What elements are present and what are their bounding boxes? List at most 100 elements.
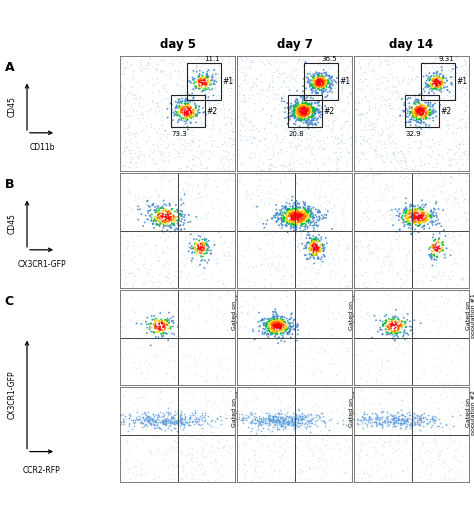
Point xyxy=(283,147,291,155)
Point xyxy=(281,114,289,122)
Point xyxy=(418,106,426,115)
Point xyxy=(435,73,442,82)
Point xyxy=(384,357,392,365)
Point xyxy=(286,357,293,365)
Point xyxy=(427,438,434,446)
Point xyxy=(416,473,424,481)
Point xyxy=(223,212,231,220)
Point xyxy=(257,432,264,441)
Point xyxy=(305,410,313,418)
Point xyxy=(205,154,212,162)
Point xyxy=(418,208,425,217)
Point xyxy=(398,214,406,222)
Point xyxy=(203,71,211,79)
Point xyxy=(389,310,397,318)
Point xyxy=(293,209,301,218)
Point xyxy=(438,53,446,61)
Point xyxy=(346,458,354,466)
Point xyxy=(361,413,368,422)
Point xyxy=(361,208,368,216)
Point xyxy=(307,246,315,254)
Point xyxy=(417,418,425,427)
Point xyxy=(182,98,190,106)
Point xyxy=(364,457,371,465)
Point xyxy=(183,94,191,102)
Point xyxy=(287,224,295,233)
Point xyxy=(181,187,189,196)
Point xyxy=(280,230,288,238)
Point xyxy=(144,59,151,68)
Point xyxy=(450,232,458,240)
Point xyxy=(451,255,459,263)
Point xyxy=(202,180,210,188)
Point xyxy=(282,415,289,424)
Point xyxy=(372,418,380,427)
Point xyxy=(399,411,406,420)
Point xyxy=(121,413,128,421)
Point xyxy=(296,174,303,182)
Point xyxy=(128,234,136,242)
Point xyxy=(292,100,300,108)
Point xyxy=(353,415,361,423)
Point xyxy=(294,414,301,423)
Point xyxy=(398,227,406,235)
Point xyxy=(377,420,384,428)
Point xyxy=(288,220,296,228)
Point xyxy=(370,72,377,80)
Point xyxy=(259,220,267,228)
Point xyxy=(265,81,273,89)
Point xyxy=(318,433,326,442)
Point xyxy=(420,62,428,71)
Point xyxy=(155,464,163,473)
Point xyxy=(419,109,426,118)
Point xyxy=(185,416,193,425)
Point xyxy=(182,151,190,159)
Point xyxy=(147,419,155,427)
Point xyxy=(302,417,310,426)
Point xyxy=(434,455,442,463)
Point xyxy=(291,175,298,183)
Point xyxy=(237,416,245,424)
Point xyxy=(293,423,301,431)
Point xyxy=(336,53,343,61)
Point xyxy=(201,415,209,423)
Point xyxy=(156,130,164,138)
Point xyxy=(283,412,291,420)
Point xyxy=(109,414,116,423)
Point xyxy=(178,212,186,220)
Point xyxy=(306,245,314,253)
Point xyxy=(272,328,280,336)
Point xyxy=(465,250,473,258)
Point xyxy=(239,62,247,71)
Point xyxy=(149,79,157,88)
Point xyxy=(445,246,453,254)
Point xyxy=(246,337,254,345)
Point xyxy=(449,91,456,99)
Point xyxy=(164,318,172,326)
Point xyxy=(213,195,220,203)
Point xyxy=(177,426,184,434)
Point xyxy=(226,91,234,99)
Point xyxy=(184,111,192,119)
Point xyxy=(416,172,424,180)
Point xyxy=(177,108,184,117)
Point xyxy=(310,76,318,85)
Point xyxy=(289,219,297,227)
Point xyxy=(290,220,298,229)
Point xyxy=(281,202,289,211)
Point xyxy=(363,183,371,191)
Point xyxy=(193,417,201,425)
Point xyxy=(230,288,237,296)
Point xyxy=(310,246,317,254)
Point xyxy=(190,105,198,114)
Point xyxy=(356,415,363,424)
Point xyxy=(239,392,247,400)
Point xyxy=(312,138,320,147)
Point xyxy=(209,200,216,208)
Point xyxy=(409,449,416,458)
Point xyxy=(448,126,456,135)
Text: C: C xyxy=(5,295,14,308)
Point xyxy=(271,320,279,329)
Point xyxy=(159,319,167,328)
Point xyxy=(412,208,420,216)
